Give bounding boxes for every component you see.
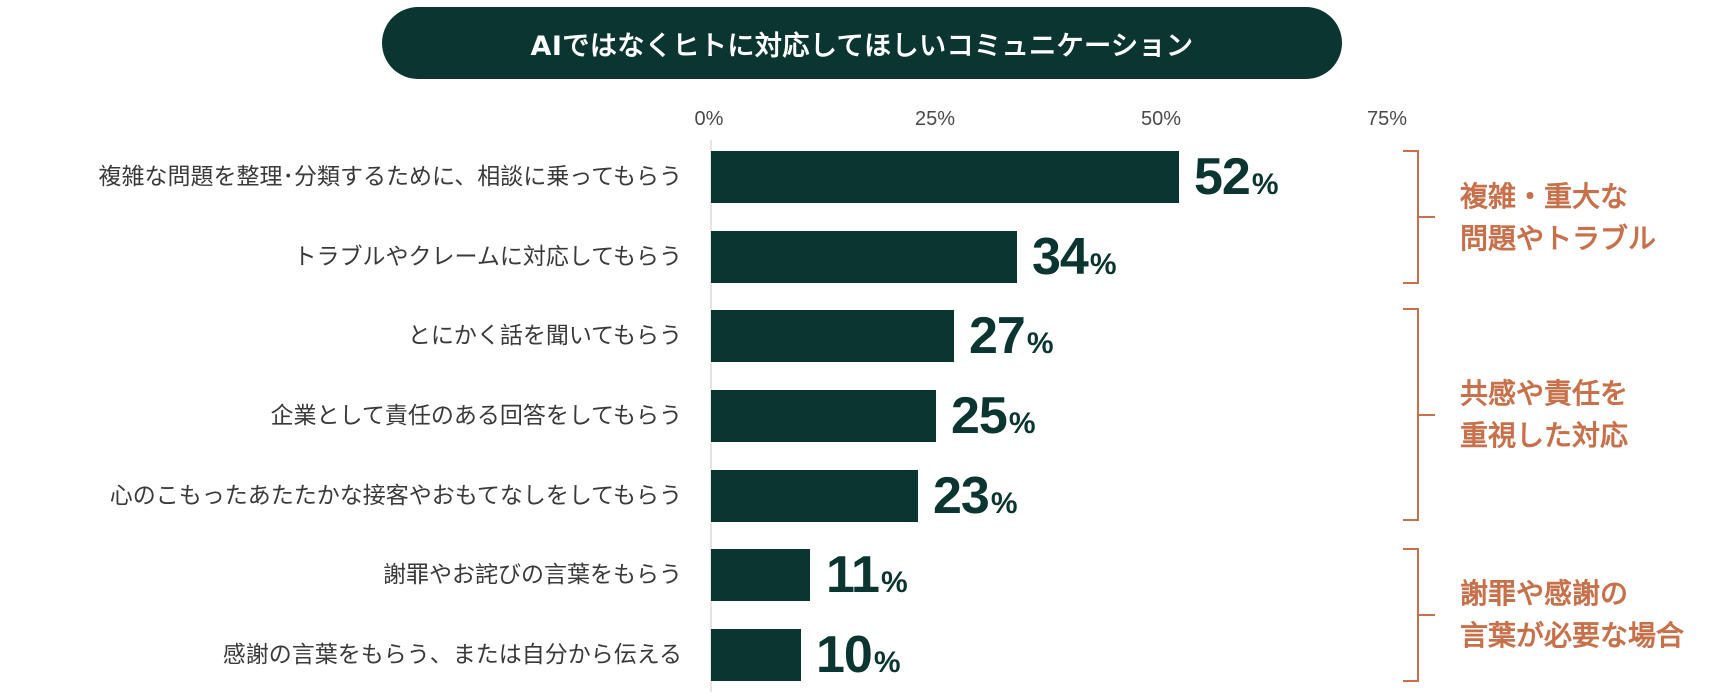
bar: [711, 390, 936, 442]
bar: [711, 310, 954, 362]
x-tick-25: 25%: [914, 108, 956, 130]
bar-row: 謝罪やお詫びの言葉をもらう 11%: [0, 546, 1380, 604]
bar-value: 23%: [933, 467, 1018, 525]
x-tick-0: 0%: [694, 108, 724, 130]
chart-title: AIではなくヒトに対応してほしいコミュニケーション: [382, 7, 1342, 79]
bar-label: 心のこもったあたたかな接客やおもてなしをしてもらう: [109, 483, 682, 509]
bar-row: 複雑な問題を整理･分類するために、相談に乗ってもらう 52%: [0, 148, 1380, 206]
bar-label: 謝罪やお詫びの言葉をもらう: [383, 562, 682, 588]
bar: [711, 151, 1179, 203]
bar-label: 感謝の言葉をもらう、または自分から伝える: [222, 642, 682, 668]
group-bracket: [1403, 150, 1435, 284]
bar: [711, 231, 1017, 283]
bar-row: トラブルやクレームに対応してもらう 34%: [0, 228, 1380, 286]
bar-value: 34%: [1032, 228, 1117, 286]
bar-value: 25%: [951, 387, 1036, 445]
bar: [711, 470, 918, 522]
bracket-tick: [1419, 614, 1435, 616]
bar-value: 52%: [1194, 148, 1279, 206]
bar-row: とにかく話を聞いてもらう 27%: [0, 307, 1380, 365]
bracket-tick: [1419, 413, 1435, 416]
bar-row: 感謝の言葉をもらう、または自分から伝える 10%: [0, 626, 1380, 684]
group-label: 複雑・重大な 問題やトラブル: [1460, 180, 1657, 255]
bracket-tick: [1419, 216, 1435, 218]
bar: [711, 629, 801, 681]
group-label: 共感や責任を 重視した対応: [1460, 377, 1629, 452]
bar-label: トラブルやクレームに対応してもらう: [293, 244, 682, 270]
group-bracket: [1403, 548, 1435, 682]
x-tick-75: 75%: [1366, 108, 1408, 130]
bar-label: 企業として責任のある回答をしてもらう: [270, 403, 682, 429]
group-label: 謝罪や感謝の 言葉が必要な場合: [1460, 577, 1685, 652]
bar-row: 企業として責任のある回答をしてもらう 25%: [0, 387, 1380, 445]
bar-value: 27%: [969, 307, 1054, 365]
group-bracket: [1403, 308, 1435, 521]
x-tick-50: 50%: [1140, 108, 1182, 130]
bar: [711, 549, 810, 601]
bar-value: 11%: [826, 546, 908, 604]
bar-label: とにかく話を聞いてもらう: [407, 323, 682, 349]
bar-value: 10%: [816, 626, 901, 684]
bar-row: 心のこもったあたたかな接客やおもてなしをしてもらう 23%: [0, 467, 1380, 525]
bar-label: 複雑な問題を整理･分類するために、相談に乗ってもらう: [98, 164, 682, 190]
chart-title-text: AIではなくヒトに対応してほしいコミュニケーション: [530, 30, 1194, 62]
